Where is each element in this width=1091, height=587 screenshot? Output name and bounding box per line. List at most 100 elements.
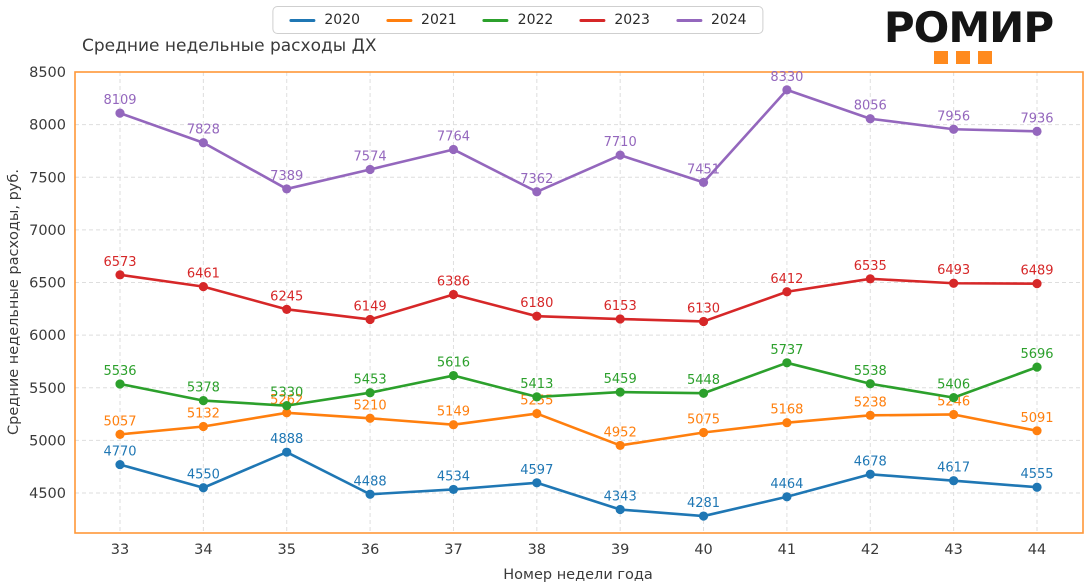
- logo-square: [977, 51, 992, 65]
- data-point-2023: [532, 311, 542, 321]
- point-label-2024: 7764: [437, 129, 470, 144]
- data-point-2022: [1032, 362, 1042, 372]
- point-label-2021: 5132: [187, 406, 220, 421]
- data-point-2021: [782, 418, 792, 428]
- data-point-2022: [865, 379, 875, 389]
- romir-logo-text: РОМИР: [883, 3, 1054, 52]
- point-label-2020: 4617: [937, 461, 970, 476]
- data-point-2021: [615, 440, 625, 451]
- data-point-2021: [949, 409, 959, 420]
- legend-label-2022: 2022: [517, 12, 554, 28]
- point-label-2023: 6573: [103, 255, 136, 270]
- data-point-2024: [532, 187, 542, 197]
- data-point-2022: [615, 387, 625, 397]
- series-line-2022: [118, 361, 1039, 407]
- data-point-2020: [782, 492, 792, 502]
- point-label-2022: 5696: [1020, 347, 1053, 362]
- point-label-2023: 6153: [604, 299, 637, 314]
- point-label-2023: 6245: [270, 289, 303, 304]
- legend-item-2021: 2021: [386, 12, 457, 28]
- point-label-2020: 4770: [103, 445, 136, 460]
- point-label-2020: 4488: [354, 474, 387, 489]
- legend-swatch-2021: [386, 18, 413, 22]
- y-tick-label: 7500: [29, 170, 66, 186]
- point-label-2021: 5168: [770, 403, 803, 418]
- point-label-2022: 5378: [187, 381, 220, 396]
- data-point-2023: [115, 270, 125, 280]
- point-label-2024: 7451: [687, 162, 720, 177]
- point-label-2022: 5616: [437, 356, 470, 371]
- x-tick-label: 42: [861, 542, 879, 558]
- point-label-2021: 5075: [687, 412, 720, 427]
- point-label-2024: 8330: [770, 70, 803, 85]
- point-label-2020: 4550: [187, 468, 220, 483]
- data-point-2024: [365, 164, 375, 175]
- x-tick-label: 41: [778, 542, 796, 558]
- point-label-2023: 6493: [937, 263, 970, 278]
- data-point-2024: [698, 177, 709, 188]
- data-point-2023: [198, 282, 208, 292]
- point-label-2022: 5448: [687, 373, 720, 388]
- data-point-2022: [282, 401, 292, 411]
- series-line-2021: [118, 411, 1039, 447]
- data-point-2023: [782, 287, 792, 297]
- data-point-2020: [615, 504, 625, 515]
- point-label-2020: 4464: [770, 477, 803, 492]
- point-label-2023: 6386: [437, 275, 470, 290]
- point-label-2023: 6461: [187, 267, 220, 282]
- x-axis-title: Номер недели года: [503, 567, 653, 583]
- point-label-2020: 4678: [854, 454, 887, 469]
- point-label-2022: 5413: [520, 377, 553, 392]
- data-point-2024: [782, 85, 792, 95]
- x-tick-label: 43: [944, 542, 962, 558]
- point-label-2023: 6180: [520, 296, 553, 311]
- data-point-2020: [115, 459, 125, 470]
- data-point-2023: [1032, 279, 1042, 289]
- point-label-2022: 5406: [937, 378, 970, 393]
- y-tick-label: 5000: [29, 433, 66, 449]
- data-point-2022: [532, 392, 542, 402]
- data-point-2020: [698, 511, 709, 521]
- point-label-2024: 8109: [103, 93, 136, 108]
- romir-logo-squares: [850, 51, 1075, 65]
- data-point-2021: [698, 427, 709, 438]
- data-point-2024: [198, 138, 208, 148]
- logo-square: [955, 51, 970, 65]
- point-label-2022: 5459: [604, 372, 637, 387]
- point-label-2021: 5057: [103, 414, 136, 429]
- data-point-2020: [448, 484, 459, 495]
- data-point-2024: [865, 114, 875, 124]
- legend-label-2020: 2020: [324, 12, 361, 28]
- data-point-2022: [698, 388, 709, 398]
- data-point-2020: [282, 447, 292, 457]
- data-point-2021: [532, 408, 542, 419]
- point-label-2020: 4343: [604, 490, 637, 505]
- data-point-2021: [282, 408, 292, 418]
- y-tick-label: 8000: [29, 118, 66, 134]
- point-label-2023: 6535: [854, 259, 887, 274]
- legend-label-2023: 2023: [614, 12, 650, 28]
- data-point-2022: [365, 388, 375, 398]
- point-label-2024: 7389: [270, 169, 303, 184]
- legend-item-2023: 2023: [579, 12, 650, 28]
- data-point-2021: [115, 429, 125, 439]
- chart-title: Средние недельные расходы ДХ: [82, 36, 377, 56]
- data-point-2022: [448, 370, 459, 381]
- y-tick-label: 6500: [29, 276, 66, 292]
- data-point-2024: [448, 144, 459, 155]
- y-axis-title: Средние недельные расходы, руб.: [6, 169, 22, 435]
- x-tick-label: 44: [1028, 542, 1046, 558]
- legend-swatch-2024: [675, 18, 702, 22]
- y-tick-label: 5500: [29, 381, 66, 397]
- legend-item-2022: 2022: [482, 12, 554, 28]
- data-point-2022: [198, 395, 208, 406]
- data-point-2022: [949, 393, 959, 403]
- point-label-2024: 7362: [520, 172, 553, 187]
- point-label-2024: 7956: [937, 109, 970, 124]
- data-point-2020: [532, 478, 542, 488]
- series-line-2024: [118, 88, 1039, 194]
- data-point-2020: [949, 476, 959, 486]
- y-tick-label: 8500: [29, 65, 66, 81]
